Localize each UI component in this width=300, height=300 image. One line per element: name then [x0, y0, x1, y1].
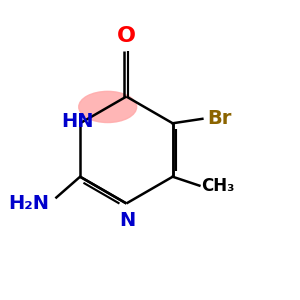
Text: Br: Br: [207, 109, 231, 128]
Text: H₂N: H₂N: [8, 194, 49, 213]
Text: CH₃: CH₃: [201, 177, 234, 195]
Text: HN: HN: [61, 112, 93, 131]
Ellipse shape: [79, 92, 136, 122]
Text: O: O: [117, 26, 136, 46]
Text: N: N: [120, 211, 136, 230]
